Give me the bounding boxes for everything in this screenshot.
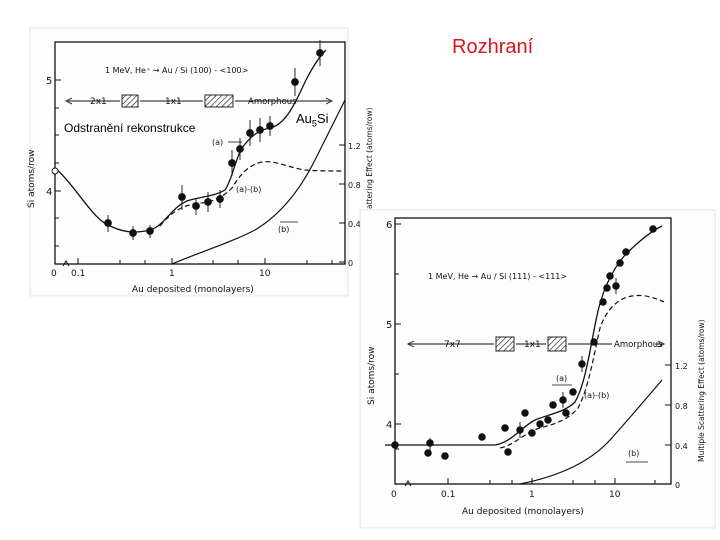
top-legend: 1 MeV, He⁺ → Au / Si (100) - <100> — [105, 66, 248, 75]
top-curve-a — [54, 49, 327, 233]
bottom-ylabel: Si atoms/row — [367, 347, 377, 405]
top-curve-b — [171, 99, 346, 265]
top-ylabel: Si atoms/row — [27, 150, 37, 208]
top-label-a: (a) — [212, 138, 223, 147]
top-y2tick-08: 0.8 — [348, 181, 361, 190]
bottom-y2tick-08: 0.8 — [675, 402, 688, 411]
annotation-silicide: Au5Si — [296, 111, 328, 129]
bottom-label-b: (b) — [628, 449, 639, 458]
top-data-points — [51, 40, 324, 240]
bottom-xlabel: Au deposited (monolayers) — [462, 507, 584, 517]
bottom-xtick-0: 0 — [391, 490, 397, 500]
bottom-ylabel-right: Multiple Scattering Effect (atoms/row) — [697, 319, 706, 462]
top-xtick-10: 10 — [259, 269, 271, 279]
bottom-y2tick-12: 1.2 — [675, 362, 688, 371]
top-ytick-4: 4 — [46, 187, 52, 198]
bottom-data-points — [391, 225, 657, 460]
bottom-legend: 1 MeV, He → Au / Si (111) - <111> — [428, 272, 567, 281]
top-ylabel-right: Multiple Scattering Effect (atoms/row) — [365, 107, 374, 250]
top-xlabel: Au deposited (monolayers) — [132, 285, 254, 295]
top-y2tick-12: 1.2 — [348, 142, 361, 151]
bottom-phase-1x1: 1x1 — [524, 340, 541, 350]
top-y2tick-04: 0.4 — [348, 220, 361, 229]
bottom-label-a-minus-b: (a)-(b) — [584, 391, 609, 400]
bottom-curve-a-minus-b — [499, 294, 665, 449]
top-phase-1x1: 1x1 — [165, 97, 182, 107]
top-figure: 5 4 1.2 0.8 0.4 0 0 0.1 1 10 Au deposite… — [27, 27, 374, 297]
bottom-phase-amorphous: Amorphous — [614, 340, 663, 350]
slide-title: Rozhraní — [452, 36, 534, 58]
top-phase-amorphous: Amorphous — [248, 97, 297, 107]
bottom-ytick-6: 6 — [386, 220, 392, 231]
bottom-curve-b — [519, 379, 663, 485]
bottom-xtick-1: 1 — [529, 490, 535, 500]
top-phase-2x1: 2x1 — [90, 97, 107, 107]
bottom-ytick-4: 4 — [386, 420, 392, 431]
silicide-base: Au — [296, 111, 312, 126]
bottom-ytick-5: 5 — [386, 320, 392, 331]
top-ytick-5: 5 — [46, 76, 52, 87]
top-plot-frame — [54, 41, 346, 265]
top-xtick-0: 0 — [51, 269, 57, 279]
bottom-phase-7x7: 7x7 — [444, 340, 461, 350]
bottom-y2tick-04: 0.4 — [675, 442, 688, 451]
top-curve-a-minus-b — [159, 161, 346, 227]
bottom-xtick-01: 0.1 — [441, 490, 455, 500]
bottom-xtick-10: 10 — [609, 490, 621, 500]
bottom-y2tick-0: 0 — [675, 481, 680, 490]
silicide-tail: Si — [316, 111, 329, 126]
annotation-reconstruction-removal: Odstranění rekonstrukce — [64, 121, 196, 135]
top-xtick-1: 1 — [169, 269, 175, 279]
top-y2tick-0: 0 — [348, 259, 353, 268]
top-label-b: (b) — [278, 225, 289, 234]
top-label-a-minus-b: (a)-(b) — [236, 185, 261, 194]
top-xtick-01: 0.1 — [71, 269, 85, 279]
bottom-label-a: (a) — [556, 374, 567, 383]
bottom-plot-frame — [394, 217, 672, 485]
silicide-subscript: 5 — [311, 118, 317, 129]
bottom-figure: 6 5 4 1.2 0.8 0.4 0 0 0.1 1 10 Au deposi… — [359, 209, 716, 529]
